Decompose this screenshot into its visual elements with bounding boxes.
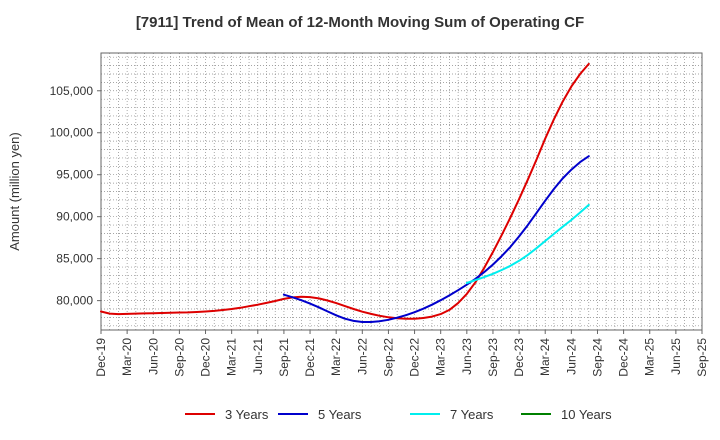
x-tick-label: Jun-24: [564, 338, 578, 375]
chart-title: [7911] Trend of Mean of 12-Month Moving …: [135, 14, 585, 31]
plot-area: [100, 52, 703, 331]
x-tick-label: Dec-24: [617, 338, 631, 377]
x-tick-label: Mar-22: [329, 338, 343, 376]
series-line-5-years: [282, 155, 590, 323]
legend-label: 5 Years: [318, 407, 362, 422]
x-tick-label: Mar-23: [434, 338, 448, 376]
series-lines: [100, 62, 590, 323]
x-tick-label: Jun-22: [355, 338, 369, 375]
x-tick-label: Dec-23: [512, 338, 526, 377]
x-tick-label: Mar-21: [225, 338, 239, 376]
legend: 3 Years 5 Years 7 Years 10 Years: [185, 407, 612, 422]
x-tick-label: Sep-22: [381, 338, 395, 377]
series-line-3-years: [100, 62, 590, 320]
y-tick-label: 90,000: [56, 210, 93, 224]
y-tick-label: 85,000: [56, 252, 93, 266]
x-tick-label: Mar-20: [120, 338, 134, 376]
x-tick-label: Jun-23: [460, 338, 474, 375]
grid-lines: [101, 53, 702, 330]
x-tick-label: Jun-21: [251, 338, 265, 375]
legend-label: 10 Years: [561, 407, 612, 422]
y-tick-label: 95,000: [56, 168, 93, 182]
x-tick-label: Dec-20: [199, 338, 213, 377]
y-axis-title: Amount (million yen): [7, 132, 22, 251]
x-tick-label: Dec-22: [408, 338, 422, 377]
x-tick-label: Sep-25: [695, 338, 709, 377]
y-axis: 80,000 85,000 90,000 95,000 100,000 105,000: [50, 84, 101, 308]
legend-label: 3 Years: [225, 407, 269, 422]
x-tick-label: Sep-24: [590, 338, 604, 377]
x-axis: Dec-19 Mar-20 Jun-20 Sep-20 Dec-20 Mar-21 Jun-…: [94, 330, 709, 377]
x-tick-label: Mar-25: [643, 338, 657, 376]
x-tick-label: Dec-21: [303, 338, 317, 377]
series-line-7-years: [465, 203, 590, 284]
y-tick-label: 105,000: [50, 84, 94, 98]
x-tick-label: Dec-19: [94, 338, 108, 377]
x-tick-label: Mar-24: [538, 338, 552, 376]
y-tick-label: 80,000: [56, 294, 93, 308]
y-tick-label: 100,000: [50, 126, 94, 140]
x-tick-label: Jun-20: [146, 338, 160, 375]
x-tick-label: Sep-20: [172, 338, 186, 377]
x-tick-label: Jun-25: [669, 338, 683, 375]
x-tick-label: Sep-21: [277, 338, 291, 377]
x-tick-label: Sep-23: [486, 338, 500, 377]
legend-label: 7 Years: [450, 407, 494, 422]
